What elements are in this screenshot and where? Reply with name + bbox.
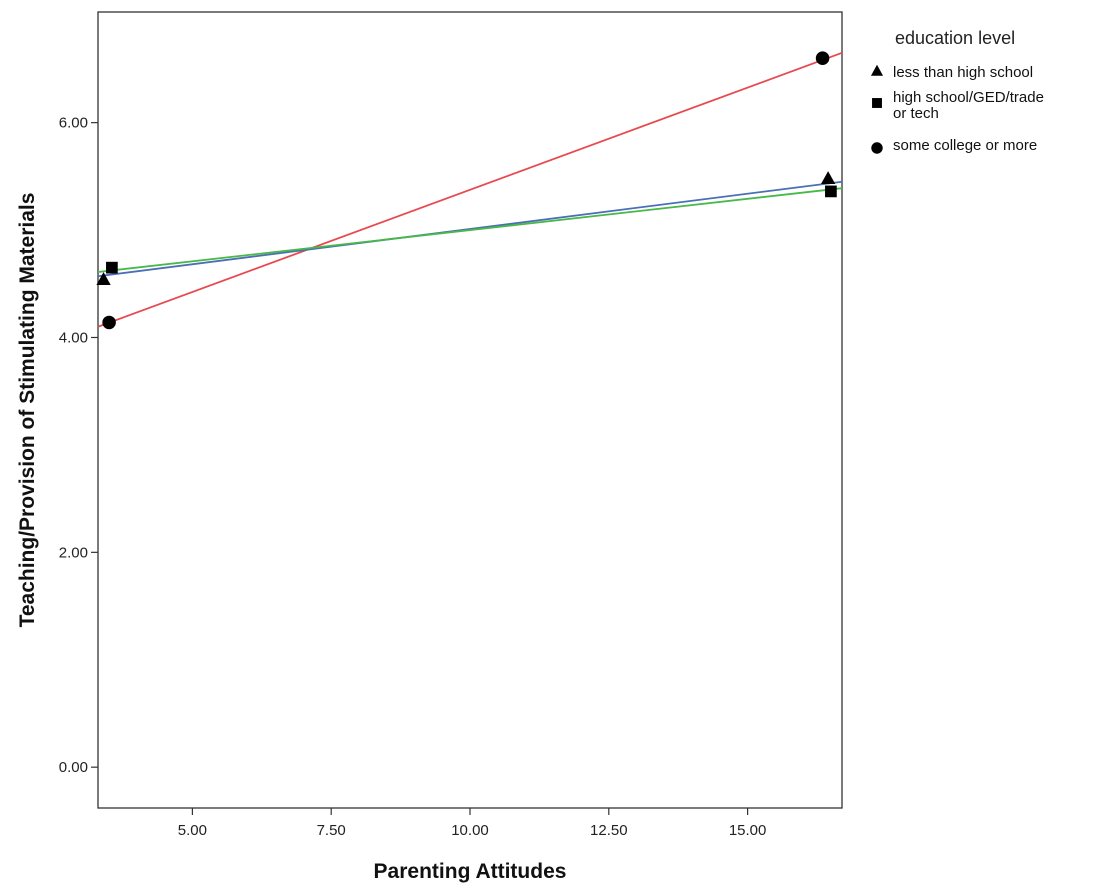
legend-title: education level <box>895 28 1015 48</box>
y-axis: 0.00 2.00 4.00 6.00 <box>59 115 98 777</box>
data-point-circle <box>816 51 830 65</box>
legend-marker-circle <box>871 142 882 153</box>
y-tick-label: 4.00 <box>59 329 88 346</box>
x-axis-title: Parenting Attitudes <box>374 860 567 883</box>
legend-label: or tech <box>893 105 939 122</box>
legend-label: high school/GED/trade <box>893 89 1044 106</box>
x-tick-label: 15.00 <box>729 822 767 839</box>
legend-marker-square <box>872 98 882 108</box>
data-point-square <box>825 186 837 198</box>
plot-area-frame <box>98 12 842 808</box>
legend-label: less than high school <box>893 64 1033 81</box>
x-tick-label: 7.50 <box>317 822 346 839</box>
legend-label: some college or more <box>893 137 1037 154</box>
data-point-square <box>106 262 118 274</box>
legend-marker-triangle <box>871 65 883 76</box>
data-point-circle <box>102 316 116 330</box>
y-axis-title: Teaching/Provision of Stimulating Materi… <box>16 193 39 628</box>
y-tick-label: 0.00 <box>59 759 88 776</box>
x-tick-label: 5.00 <box>178 822 207 839</box>
x-axis: 5.00 7.50 10.00 12.50 15.00 <box>178 808 767 839</box>
y-tick-label: 2.00 <box>59 544 88 561</box>
x-tick-label: 10.00 <box>451 822 489 839</box>
legend: education level less than high school hig… <box>871 28 1044 154</box>
x-tick-label: 12.50 <box>590 822 628 839</box>
y-tick-label: 6.00 <box>59 115 88 132</box>
